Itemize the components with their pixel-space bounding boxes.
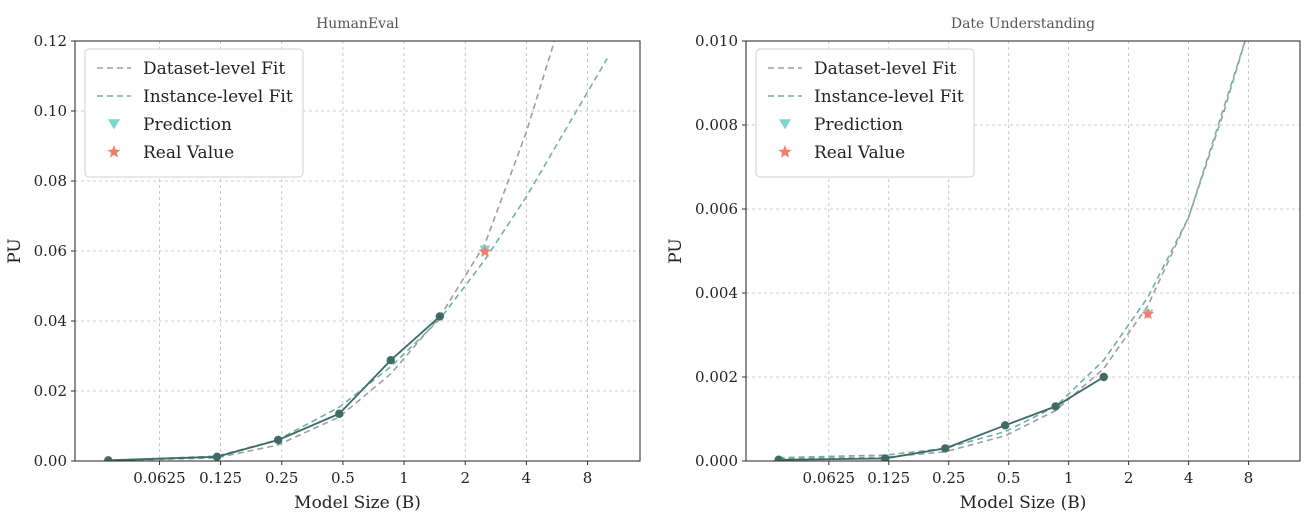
chart-title: Date Understanding — [951, 16, 1095, 32]
observed-point — [435, 312, 445, 321]
observed-point — [940, 444, 950, 453]
observed-point — [1099, 372, 1108, 382]
observed-point — [1000, 421, 1010, 430]
y-tick-label: 0.008 — [695, 116, 738, 134]
legend: Dataset-level Fit Instance-level Fit Predi… — [755, 48, 975, 178]
x-tick-label: 8 — [1244, 469, 1254, 487]
x-tick-label: 1 — [1064, 469, 1074, 487]
legend-swatch-prediction — [779, 119, 791, 130]
x-axis-title: Model Size (B) — [294, 493, 421, 513]
y-tick-label: 0.12 — [34, 32, 67, 50]
x-tick-label: 1 — [399, 469, 409, 487]
observed-point — [386, 356, 395, 365]
legend-swatch-real-value — [107, 145, 121, 158]
dataset-level-fit-line — [108, 41, 556, 461]
observed-point — [104, 456, 113, 461]
legend-label: Prediction — [143, 115, 232, 135]
legend-swatch-real-value — [778, 145, 792, 158]
y-tick-label: 0.02 — [34, 382, 67, 400]
y-tick-label: 0.04 — [34, 312, 67, 330]
plot-area — [104, 41, 608, 461]
x-tick-label: 0.125 — [867, 469, 910, 487]
legend: Dataset-level Fit Instance-level Fit Predi… — [84, 48, 304, 178]
plot-frame — [745, 40, 1301, 462]
x-tick-label: 0.0625 — [133, 469, 186, 487]
x-tick-label: 2 — [1124, 469, 1134, 487]
legend-label: Dataset-level Fit — [814, 59, 956, 79]
observed-point — [1051, 402, 1060, 411]
y-tick-label: 0.00 — [34, 452, 67, 470]
legend-label: Dataset-level Fit — [143, 59, 285, 79]
plot-area — [774, 41, 1246, 461]
legend-box — [84, 48, 304, 178]
y-tick-label: 0.000 — [695, 452, 738, 470]
x-tick-label: 4 — [1184, 469, 1194, 487]
x-tick-label: 8 — [583, 469, 593, 487]
x-tick-label: 2 — [460, 469, 470, 487]
plot-frame — [74, 40, 641, 462]
x-tick-label: 0.25 — [932, 469, 965, 487]
x-tick-label: 0.125 — [199, 469, 242, 487]
observed-point — [881, 454, 890, 461]
observed-line — [778, 376, 1105, 461]
observed-point — [335, 409, 344, 418]
instance-level-fit-line — [778, 41, 1246, 459]
x-tick-label: 0.0625 — [803, 469, 856, 487]
x-tick-label: 4 — [522, 469, 532, 487]
y-tick-label: 0.006 — [695, 200, 738, 218]
dataset-level-fit-line — [778, 41, 1246, 460]
y-tick-label: 0.08 — [34, 172, 67, 190]
y-tick-label: 0.10 — [34, 102, 67, 120]
x-tick-label: 0.5 — [331, 469, 355, 487]
observed-point — [774, 455, 783, 461]
chart-panel-2: 0.0625 0.125 0.25 0.5 1 2 4 8 0.000 0.002 0.004 0.0… — [666, 16, 1301, 513]
y-axis-title: PU — [666, 238, 686, 263]
x-tick-label: 0.5 — [997, 469, 1021, 487]
chart-title: HumanEval — [316, 16, 399, 32]
x-axis-title: Model Size (B) — [960, 493, 1087, 513]
observed-line — [108, 315, 441, 461]
y-tick-label: 0.010 — [695, 32, 738, 50]
y-axis-title: PU — [5, 238, 25, 263]
legend-box — [755, 48, 975, 178]
y-tick-label: 0.004 — [695, 284, 738, 302]
legend-swatch-prediction — [108, 119, 120, 130]
legend-label: Real Value — [143, 143, 234, 163]
legend-label: Prediction — [814, 115, 903, 135]
x-tick-label: 0.25 — [265, 469, 298, 487]
legend-label: Real Value — [814, 143, 905, 163]
observed-point — [212, 452, 222, 461]
chart-panel-1: 0.0625 0.125 0.25 0.5 1 2 4 8 0.00 0.02 0.04 0.06 0.… — [5, 16, 641, 513]
legend-label: Instance-level Fit — [814, 87, 964, 107]
observed-point — [273, 435, 283, 445]
y-tick-label: 0.06 — [34, 242, 67, 260]
y-tick-label: 0.002 — [695, 368, 738, 386]
real-value-marker — [1141, 307, 1155, 320]
legend-label: Instance-level Fit — [143, 87, 293, 107]
real-value-marker — [478, 245, 492, 257]
